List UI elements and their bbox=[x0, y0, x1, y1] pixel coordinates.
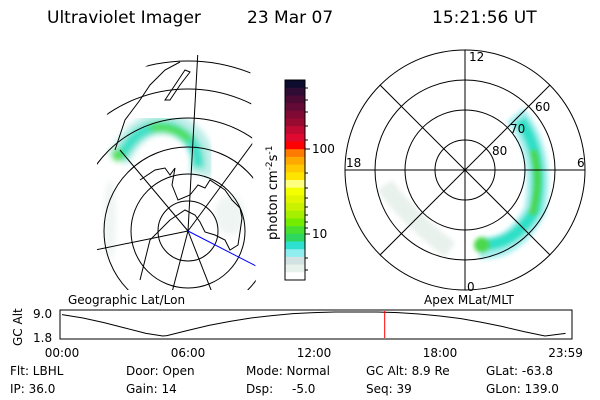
colorbar-band bbox=[285, 87, 305, 96]
mode-status: Mode: Normal bbox=[246, 364, 330, 378]
colorbar-band bbox=[285, 264, 305, 273]
geo-aurora bbox=[108, 112, 214, 179]
glat-status: GLat: -63.8 bbox=[486, 364, 553, 378]
colorbar-band bbox=[285, 210, 305, 219]
polar-aurora bbox=[377, 107, 549, 260]
colorbar-band bbox=[285, 241, 305, 250]
x-tick-label: 12:00 bbox=[297, 346, 332, 360]
colorbar-band bbox=[285, 95, 305, 104]
colorbar-band bbox=[285, 187, 305, 196]
mlt-12-label: 12 bbox=[469, 50, 484, 64]
colorbar-band bbox=[285, 80, 305, 89]
colorbar-band bbox=[285, 126, 305, 135]
glon-status: GLon: 139.0 bbox=[486, 382, 559, 396]
colorbar-band bbox=[285, 149, 305, 158]
colorbar-band bbox=[285, 118, 305, 127]
colorbar-band bbox=[285, 103, 305, 112]
x-tick-label: 23:59 bbox=[548, 346, 583, 360]
coastline bbox=[139, 167, 243, 281]
mlt-0-label: 0 bbox=[467, 280, 475, 294]
instrument-title: Ultraviolet Imager bbox=[47, 8, 201, 28]
lat-70-label: 70 bbox=[510, 122, 525, 136]
time-label: 15:21:56 UT bbox=[432, 8, 537, 28]
polar-map-label: Apex MLat/MLT bbox=[424, 293, 514, 307]
mlt-6-label: 6 bbox=[577, 156, 585, 170]
colorbar-band bbox=[285, 249, 305, 258]
gain-status: Gain: 14 bbox=[126, 382, 177, 396]
dsp-label: Dsp: bbox=[246, 382, 274, 396]
colorbar-band bbox=[285, 272, 305, 281]
colorbar-band bbox=[285, 203, 305, 212]
lat-80-label: 80 bbox=[492, 144, 507, 158]
colorbar-band bbox=[285, 164, 305, 173]
geo-map-label: Geographic Lat/Lon bbox=[68, 293, 185, 307]
filter-status: Flt: LBHL bbox=[10, 364, 64, 378]
date-label: 23 Mar 07 bbox=[247, 8, 334, 28]
altitude-series-line bbox=[61, 311, 566, 337]
mlt-18-label: 18 bbox=[346, 156, 361, 170]
colorbar-tick-10: 10 bbox=[312, 227, 327, 241]
seq-status: Seq: 39 bbox=[366, 382, 412, 396]
colorbar-band bbox=[285, 133, 305, 143]
colorbar-band bbox=[285, 195, 305, 204]
colorbar-band bbox=[285, 110, 305, 119]
colorbar-band bbox=[285, 172, 305, 181]
colorbar-band bbox=[285, 141, 305, 150]
y-tick-1.8: 1.8 bbox=[33, 331, 52, 345]
dsp-value: -5.0 bbox=[292, 382, 316, 396]
x-tick-label: 18:00 bbox=[423, 346, 458, 360]
door-status: Door: Open bbox=[126, 364, 195, 378]
colorbar-band bbox=[285, 156, 305, 166]
y-tick-9: 9.0 bbox=[33, 307, 52, 321]
y-axis-label: GC Alt bbox=[11, 308, 25, 346]
gc-alt-status: GC Alt: 8.9 Re bbox=[366, 364, 450, 378]
colorbar-band bbox=[285, 180, 305, 189]
colorbar-band bbox=[285, 226, 305, 235]
x-tick-label: 06:00 bbox=[171, 346, 206, 360]
colorbar-band bbox=[285, 218, 305, 227]
colorbar-band bbox=[285, 233, 305, 243]
colorbar-unit-label: photon cm-2s-1 bbox=[265, 146, 281, 240]
ip-status: IP: 36.0 bbox=[10, 382, 56, 396]
x-tick-label: 00:00 bbox=[45, 346, 80, 360]
colorbar-band bbox=[285, 256, 305, 266]
lat-60-label: 60 bbox=[535, 100, 550, 114]
coastline-north bbox=[114, 61, 191, 151]
colorbar-tick-100: 100 bbox=[312, 142, 335, 156]
